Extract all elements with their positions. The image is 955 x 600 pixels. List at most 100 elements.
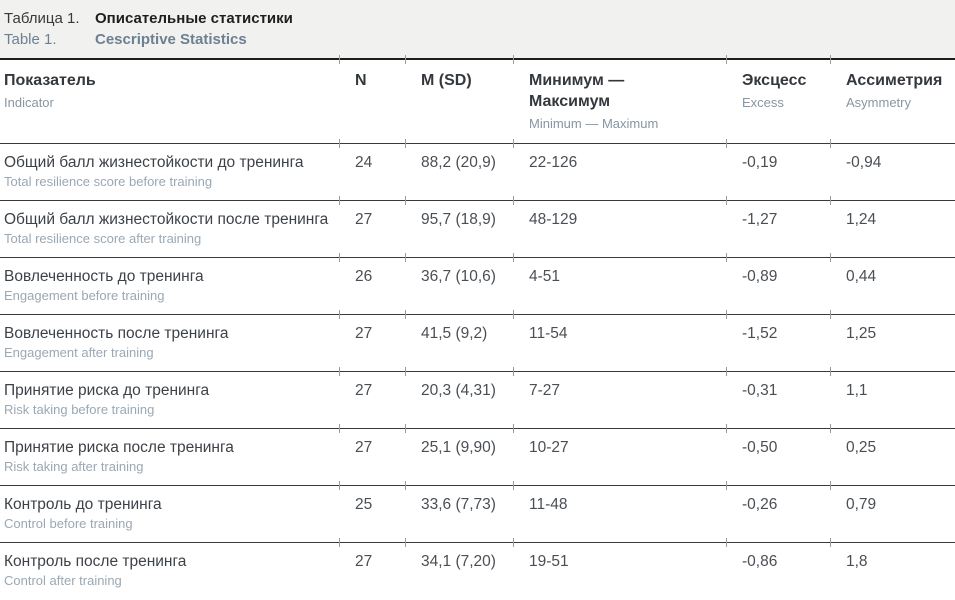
- table-row: Вовлеченность после тренинга Engagement …: [0, 310, 955, 371]
- cell-msd: 41,5 (9,2): [405, 310, 514, 371]
- caption-en-prefix: Table 1.: [4, 31, 57, 48]
- table-row: Вовлеченность до тренинга Engagement bef…: [0, 253, 955, 314]
- cell-minmax: 10-27: [513, 424, 727, 485]
- header-n-label: N: [355, 72, 367, 89]
- cell-asymmetry: 1,25: [830, 310, 955, 371]
- caption-ru-title: Описательные статистики: [95, 10, 293, 27]
- cell-excess: -0,86: [726, 538, 831, 599]
- caption-en-title: Cescriptive Statistics: [95, 31, 247, 48]
- indicator-en: Control after training: [4, 572, 122, 588]
- cell-n: 27: [339, 424, 406, 485]
- table-row: Принятие риска до тренинга Risk taking b…: [0, 367, 955, 428]
- indicator-en: Risk taking after training: [4, 458, 144, 474]
- cell-asymmetry: 0,79: [830, 481, 955, 542]
- cell-excess: -0,26: [726, 481, 831, 542]
- cell-indicator: Принятие риска до тренинга Risk taking b…: [0, 370, 340, 428]
- header-minmax-ru: Минимум — Максимум: [529, 72, 625, 110]
- cell-n: 25: [339, 481, 406, 542]
- header-asymmetry-en: Asymmetry: [846, 95, 911, 110]
- cell-indicator: Общий балл жизнестойкости после тренинга…: [0, 199, 340, 257]
- table-row: Принятие риска после тренинга Risk takin…: [0, 424, 955, 485]
- header-excess-ru: Эксцесс: [742, 72, 807, 89]
- indicator-ru: Контроль до тренинга: [4, 495, 162, 513]
- indicator-en: Engagement before training: [4, 287, 165, 303]
- cell-asymmetry: 0,44: [830, 253, 955, 314]
- header-msd-label: M (SD): [421, 72, 472, 89]
- table-row: Контроль после тренинга Control after tr…: [0, 538, 955, 599]
- cell-minmax: 19-51: [513, 538, 727, 599]
- header-minmax: Минимум — Максимум Minimum — Maximum: [513, 54, 727, 143]
- descriptive-statistics-table: Показатель Indicator N M (SD) Минимум — …: [0, 54, 955, 599]
- cell-excess: -0,31: [726, 367, 831, 428]
- cell-minmax: 7-27: [513, 367, 727, 428]
- cell-asymmetry: -0,94: [830, 139, 955, 200]
- indicator-en: Total resilience score after training: [4, 230, 202, 246]
- header-indicator-ru: Показатель: [4, 72, 96, 89]
- cell-excess: -0,89: [726, 253, 831, 314]
- cell-msd: 20,3 (4,31): [405, 367, 514, 428]
- header-indicator-en: Indicator: [4, 95, 54, 110]
- cell-n: 27: [339, 310, 406, 371]
- cell-n: 27: [339, 538, 406, 599]
- cell-asymmetry: 0,25: [830, 424, 955, 485]
- indicator-ru: Вовлеченность до тренинга: [4, 267, 204, 285]
- caption-ru-prefix: Таблица 1.: [4, 10, 80, 27]
- header-asymmetry-ru: Ассиметрия: [846, 72, 943, 89]
- cell-asymmetry: 1,8: [830, 538, 955, 599]
- table-body: Общий балл жизнестойкости до тренинга To…: [0, 139, 955, 599]
- cell-msd: 36,7 (10,6): [405, 253, 514, 314]
- table-header: Показатель Indicator N M (SD) Минимум — …: [0, 54, 955, 143]
- header-indicator: Показатель Indicator: [0, 59, 340, 143]
- header-row: Показатель Indicator N M (SD) Минимум — …: [0, 54, 955, 143]
- caption-line-ru: Таблица 1. Описательные статистики: [4, 8, 955, 29]
- cell-minmax: 11-48: [513, 481, 727, 542]
- cell-n: 27: [339, 367, 406, 428]
- indicator-ru: Общий балл жизнестойкости до тренинга: [4, 153, 304, 171]
- cell-excess: -1,27: [726, 196, 831, 257]
- indicator-ru: Принятие риска до тренинга: [4, 381, 210, 399]
- cell-excess: -1,52: [726, 310, 831, 371]
- indicator-en: Control before training: [4, 515, 133, 531]
- indicator-ru: Общий балл жизнестойкости после тренинга: [4, 210, 329, 228]
- cell-asymmetry: 1,1: [830, 367, 955, 428]
- cell-indicator: Вовлеченность до тренинга Engagement bef…: [0, 256, 340, 314]
- cell-n: 26: [339, 253, 406, 314]
- indicator-en: Total resilience score before training: [4, 173, 213, 189]
- indicator-en: Engagement after training: [4, 344, 154, 360]
- cell-minmax: 48-129: [513, 196, 727, 257]
- cell-excess: -0,50: [726, 424, 831, 485]
- cell-msd: 34,1 (7,20): [405, 538, 514, 599]
- caption-line-en: Table 1. Cescriptive Statistics: [4, 29, 955, 50]
- cell-excess: -0,19: [726, 139, 831, 200]
- cell-msd: 88,2 (20,9): [405, 139, 514, 200]
- table-row: Контроль до тренинга Control before trai…: [0, 481, 955, 542]
- indicator-ru: Контроль после тренинга: [4, 552, 187, 570]
- indicator-en: Risk taking before training: [4, 401, 155, 417]
- header-excess-en: Excess: [742, 95, 784, 110]
- header-minmax-en: Minimum — Maximum: [529, 116, 659, 131]
- table-row: Общий балл жизнестойкости после тренинга…: [0, 196, 955, 257]
- cell-msd: 33,6 (7,73): [405, 481, 514, 542]
- table-row: Общий балл жизнестойкости до тренинга To…: [0, 139, 955, 200]
- cell-minmax: 22-126: [513, 139, 727, 200]
- table-caption: Таблица 1. Описательные статистики Table …: [0, 0, 955, 58]
- cell-indicator: Общий балл жизнестойкости до тренинга To…: [0, 142, 340, 200]
- header-asymmetry: Ассиметрия Asymmetry: [830, 54, 955, 143]
- indicator-ru: Принятие риска после тренинга: [4, 438, 234, 456]
- indicator-ru: Вовлеченность после тренинга: [4, 324, 229, 342]
- header-excess: Эксцесс Excess: [726, 54, 831, 143]
- cell-indicator: Контроль до тренинга Control before trai…: [0, 484, 340, 542]
- cell-asymmetry: 1,24: [830, 196, 955, 257]
- cell-minmax: 4-51: [513, 253, 727, 314]
- cell-minmax: 11-54: [513, 310, 727, 371]
- header-msd: M (SD): [405, 54, 514, 143]
- cell-indicator: Вовлеченность после тренинга Engagement …: [0, 313, 340, 371]
- cell-indicator: Принятие риска после тренинга Risk takin…: [0, 427, 340, 485]
- header-n: N: [339, 54, 406, 143]
- cell-msd: 95,7 (18,9): [405, 196, 514, 257]
- cell-indicator: Контроль после тренинга Control after tr…: [0, 541, 340, 599]
- cell-msd: 25,1 (9,90): [405, 424, 514, 485]
- cell-n: 27: [339, 196, 406, 257]
- cell-n: 24: [339, 139, 406, 200]
